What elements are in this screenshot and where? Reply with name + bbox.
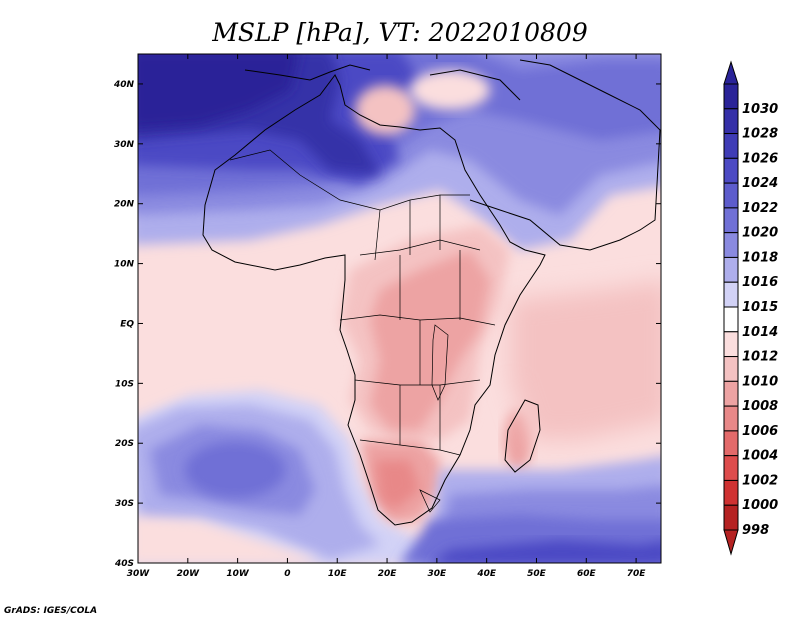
colorbar-label: 1015	[742, 300, 778, 315]
south-low-1006	[375, 460, 420, 510]
colorbar-swatch	[723, 207, 739, 234]
colorbar-label: 1008	[742, 399, 778, 414]
colorbar-label: 1006	[742, 424, 778, 439]
colorbar-swatch	[723, 157, 739, 184]
colorbar-swatch	[723, 455, 739, 481]
lon-tick-label: 40E	[476, 569, 497, 579]
iberia-coast	[244, 64, 371, 81]
aegean-field	[410, 70, 490, 110]
colorbar-label: 1010	[742, 374, 778, 389]
sind-high-1024	[432, 540, 661, 563]
colorbar-label: 1030	[742, 102, 778, 117]
colorbar-swatch	[723, 108, 739, 135]
longitude-axis: 30W 20W 10W 0 10E 20E 30E 40E 50E 60E 70E	[127, 54, 647, 579]
colorbar-swatch	[723, 306, 739, 333]
lon-tick-label: 0	[284, 569, 290, 579]
lon-tick-label: 30W	[127, 569, 151, 579]
border-central	[359, 239, 481, 256]
lat-tick-label: 10S	[115, 379, 134, 389]
lat-tick-label: EQ	[120, 319, 134, 329]
lon-tick-label: 70E	[627, 569, 647, 579]
border-southern	[359, 439, 461, 456]
chart-title: MSLP [hPa], VT: 2022010809	[211, 18, 588, 47]
latitude-axis: 40N 30N 20N 10N EQ 10S 20S 30S 40S	[113, 80, 661, 569]
pressure-field	[138, 54, 661, 563]
lat-tick-label: 10N	[114, 260, 135, 270]
colorbar-swatch	[723, 504, 739, 531]
turkey-coast	[429, 69, 521, 101]
arabia-coast	[469, 59, 661, 251]
colorbar-label: 1000	[742, 498, 778, 513]
lon-tick-label: 10E	[328, 569, 348, 579]
country-borders	[229, 149, 496, 513]
colorbar-label: 1002	[742, 473, 778, 488]
colorbar-swatch	[723, 479, 739, 506]
colorbar-label: 1022	[742, 201, 778, 216]
border-sahel	[229, 149, 470, 211]
lesotho	[419, 489, 441, 513]
lon-tick-label: 20W	[177, 569, 201, 579]
colorbar-label: 998	[742, 523, 769, 538]
colorbar-label: 1004	[742, 449, 778, 464]
colorbar-label: 1024	[742, 176, 778, 191]
colorbar-swatch	[723, 83, 739, 110]
lat-tick-label: 20S	[115, 439, 134, 449]
lat-tick-label: 40S	[114, 559, 134, 569]
colorbar-swatch	[723, 405, 739, 432]
colorbar-swatch	[723, 182, 739, 209]
north-high-1030	[138, 54, 299, 130]
colorbar: 1030 1028 1026 1024 1022 1020 1018 1016 1015 1014…	[723, 60, 778, 556]
colorbar-label: 1016	[742, 275, 778, 290]
border-meridional	[374, 195, 461, 450]
colorbar-top-arrow	[723, 60, 739, 85]
lat-tick-label: 30S	[115, 499, 134, 509]
colorbar-label: 1014	[742, 325, 778, 340]
map-frame	[137, 53, 662, 564]
colorbar-swatch	[723, 430, 739, 457]
lon-tick-label: 60E	[577, 569, 597, 579]
lat-tick-label: 20N	[114, 200, 135, 210]
med-low	[355, 85, 415, 135]
colorbar-label: 1018	[742, 250, 778, 265]
colorbar-label: 1026	[742, 151, 778, 166]
colorbar-swatch	[723, 133, 739, 159]
lat-tick-label: 30N	[114, 140, 135, 150]
lat-tick-label: 40N	[113, 80, 135, 90]
lon-tick-label: 30E	[428, 569, 448, 579]
colorbar-swatch	[723, 331, 739, 358]
lon-tick-label: 50E	[527, 569, 547, 579]
colorbar-swatch	[723, 256, 739, 283]
colorbar-label: 1028	[742, 127, 778, 142]
satl-high-1020	[185, 442, 285, 498]
indian-ocean-1010	[510, 281, 661, 440]
sw-wedge	[138, 515, 320, 563]
great-lakes	[431, 324, 449, 401]
colorbar-swatch	[723, 356, 739, 382]
africa-coast	[202, 74, 546, 526]
lon-tick-label: 20E	[378, 569, 398, 579]
credit-text: GrADS: IGES/COLA	[4, 606, 97, 616]
coastlines	[202, 59, 661, 526]
colorbar-swatch	[723, 232, 739, 258]
madagascar-coast	[504, 399, 541, 473]
lon-tick-label: 10W	[226, 569, 250, 579]
colorbar-label: 1012	[742, 350, 778, 365]
colorbar-label: 1020	[742, 226, 778, 241]
colorbar-swatch	[723, 281, 739, 308]
colorbar-bottom-arrow	[723, 529, 739, 556]
colorbar-swatch	[723, 380, 739, 407]
